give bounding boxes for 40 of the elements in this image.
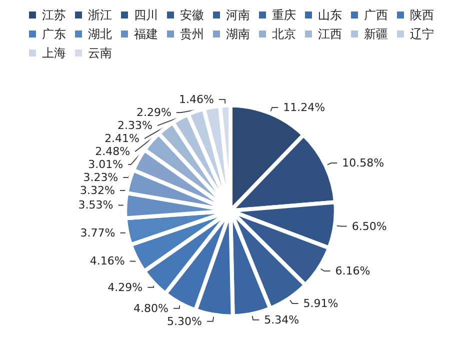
legend-label: 江苏 [42,8,66,22]
legend-label: 湖北 [88,27,112,41]
data-label: 6.50% [352,220,387,233]
data-label: 3.53% [78,198,114,212]
data-label: 1.46% [179,93,214,106]
data-label: 5.91% [303,296,338,310]
data-label: 11.24% [283,100,326,114]
data-label: 2.41% [104,132,140,146]
data-label: 4.80% [133,302,168,315]
legend-label: 四川 [134,8,158,22]
data-label: 4.29% [108,280,143,294]
legend-label: 广东 [42,27,66,41]
legend-label: 山东 [318,8,342,22]
legend-label: 江西 [318,27,342,41]
legend-label: 重庆 [272,8,296,22]
legend-label: 福建 [134,27,158,41]
data-label: 5.30% [166,314,202,328]
legend-label: 广西 [364,8,388,22]
legend-label: 湖南 [226,27,250,41]
legend-label: 北京 [272,27,296,41]
legend-label: 云南 [88,46,112,60]
data-label: 4.16% [90,254,125,268]
data-label: 6.16% [335,264,370,278]
data-label: 3.23% [83,171,118,184]
data-label: 5.34% [264,313,300,326]
legend-label: 陕西 [410,8,434,22]
legend-label: 浙江 [88,8,112,22]
data-label: 2.29% [136,106,172,120]
data-label: 3.77% [80,226,116,240]
data-label: 2.48% [95,145,130,158]
data-label: 2.33% [118,119,152,132]
legend-label: 河南 [226,8,250,22]
legend-label: 辽宁 [410,27,434,41]
data-label: 3.01% [88,158,124,172]
data-label: 3.32% [80,184,115,198]
data-label: 10.58% [342,156,384,170]
legend-label: 贵州 [180,27,204,41]
legend-label: 安徽 [180,8,204,22]
legend-label: 上海 [42,46,66,60]
legend-label: 新疆 [364,27,388,41]
